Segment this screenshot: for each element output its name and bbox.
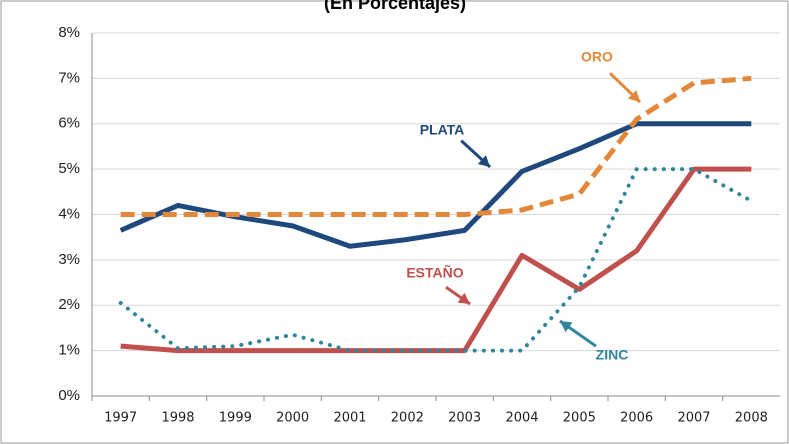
- y-tick-label: 5%: [58, 160, 80, 177]
- y-tick-label: 7%: [58, 69, 80, 86]
- line-series: [120, 75, 752, 217]
- y-tick-label: 8%: [58, 24, 80, 41]
- series-label: PLATA: [420, 122, 465, 138]
- x-tick-label: 1997: [104, 411, 137, 426]
- x-tick-label: 2005: [563, 411, 596, 426]
- x-tick-label: 2007: [677, 411, 710, 426]
- x-tick-label: 2006: [620, 411, 653, 426]
- x-tick-label: 2008: [735, 411, 768, 426]
- y-tick-label: 1%: [58, 342, 80, 359]
- x-tick-label: 2002: [391, 411, 424, 426]
- series-label: ZINC: [596, 347, 629, 363]
- x-tick-label: 2001: [333, 411, 366, 426]
- series-label: ESTAÑO: [406, 264, 463, 281]
- chart-title: (En Porcentajes): [324, 0, 466, 13]
- arrow-head: [457, 292, 470, 304]
- arrow-head: [477, 155, 490, 167]
- y-tick-label: 2%: [58, 296, 80, 313]
- line-series: [118, 167, 754, 353]
- y-tick-label: 3%: [58, 251, 80, 268]
- arrow-head: [560, 321, 573, 333]
- x-tick-label: 2003: [448, 411, 481, 426]
- x-tick-label: 2004: [505, 411, 538, 426]
- x-tick-label: 1999: [219, 411, 252, 426]
- y-tick-label: 6%: [58, 115, 80, 132]
- series-label: ORO: [581, 49, 613, 65]
- x-tick-label: 1998: [161, 411, 194, 426]
- y-tick-label: 0%: [58, 387, 80, 404]
- y-tick-label: 4%: [58, 205, 80, 222]
- arrow-head: [627, 90, 640, 102]
- x-tick-label: 2000: [276, 411, 309, 426]
- line-series: [120, 166, 752, 354]
